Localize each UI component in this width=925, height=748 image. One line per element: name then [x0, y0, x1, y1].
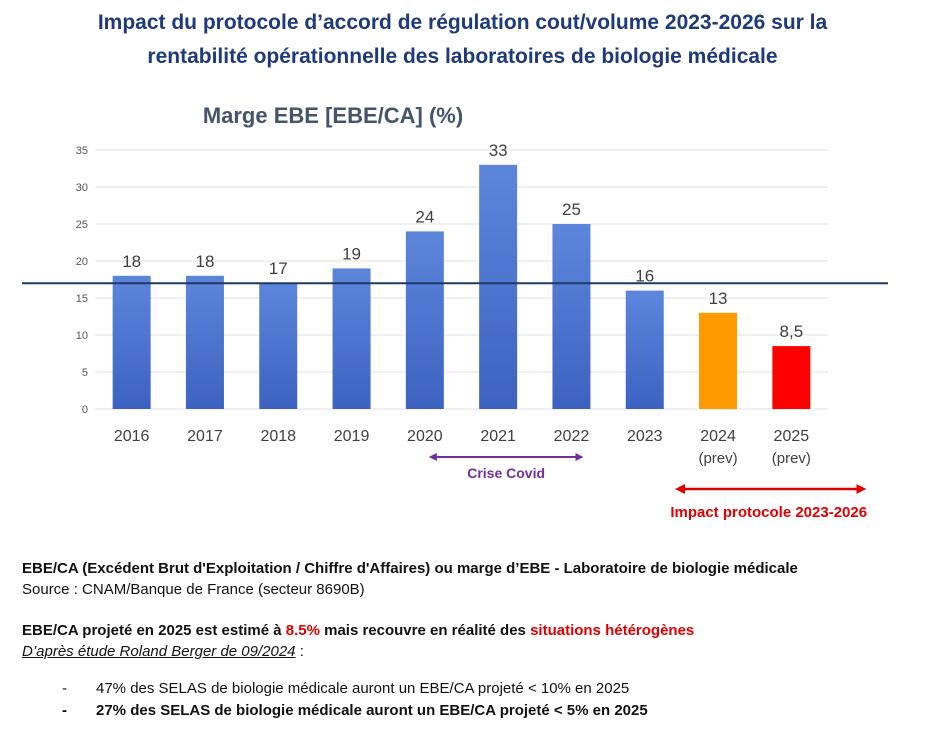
x-tick-label: 2017 — [187, 428, 223, 445]
data-label: 8,5 — [780, 322, 804, 341]
y-tick-label: 10 — [76, 330, 88, 342]
y-tick-label: 25 — [76, 219, 88, 231]
bar-2025 — [772, 346, 811, 409]
y-tick-label: 35 — [76, 145, 88, 157]
title-line-2: rentabilité opérationnelle des laboratoi… — [147, 45, 778, 68]
y-tick-label: 15 — [76, 293, 88, 305]
x-tick-label: 2025 — [774, 428, 810, 445]
bar-2019 — [332, 268, 371, 409]
bullet-text: 47% des SELAS de biologie médicale auron… — [96, 680, 630, 697]
bar-2024 — [699, 312, 738, 409]
bar-2021 — [479, 164, 518, 409]
definition-text: EBE/CA (Excédent Brut d'Exploitation / C… — [22, 560, 798, 577]
data-label: 17 — [269, 259, 288, 278]
projection-part-a: EBE/CA projeté en 2025 est estimé à — [22, 622, 286, 639]
bullet-list: - 47% des SELAS de biologie médicale auro… — [22, 678, 912, 722]
title-line-1: Impact du protocole d’accord de régulati… — [97, 11, 828, 34]
list-item: - 27% des SELAS de biologie médicale auro… — [22, 700, 912, 722]
bar-2022 — [552, 224, 591, 409]
bullet-dash: - — [62, 702, 67, 719]
y-tick-label: 5 — [82, 367, 88, 379]
study-suffix: : — [295, 643, 304, 660]
data-label: 33 — [489, 141, 508, 160]
x-tick-label: 2019 — [334, 428, 370, 445]
source-text: Source : CNAM/Banque de France (secteur … — [22, 581, 365, 598]
study-line: D’après étude Roland Berger de 09/2024 : — [22, 641, 912, 662]
annotation-label: Impact protocole 2023-2026 — [670, 504, 867, 521]
x-tick-sublabel: (prev) — [698, 450, 737, 467]
x-tick-sublabel: (prev) — [772, 450, 811, 467]
bullet-text: 27% des SELAS de biologie médicale auron… — [96, 702, 648, 719]
list-item: - 47% des SELAS de biologie médicale auro… — [22, 678, 912, 700]
x-tick-label: 2022 — [554, 428, 590, 445]
annotation-label: Crise Covid — [467, 465, 545, 481]
y-tick-label: 20 — [76, 256, 88, 268]
x-tick-label: 2016 — [114, 428, 150, 445]
bar-2020 — [405, 231, 444, 409]
projection-part-c: mais recouvre en réalité des — [319, 622, 531, 639]
bar-2016 — [112, 275, 151, 409]
study-reference: D’après étude Roland Berger de 09/2024 — [22, 643, 296, 660]
data-label: 24 — [415, 207, 434, 226]
bar-chart: Marge EBE [EBE/CA] (%)051015202530351820… — [22, 103, 888, 521]
projection-text: EBE/CA projeté en 2025 est estimé à 8.5%… — [22, 620, 912, 641]
y-tick-label: 0 — [82, 404, 88, 416]
bar-2023 — [625, 290, 664, 409]
page-title: Impact du protocole d’accord de régulati… — [0, 6, 925, 74]
projection-highlight: situations hétérogènes — [530, 622, 695, 639]
bar-2017 — [185, 275, 224, 409]
data-label: 25 — [562, 200, 581, 219]
bar-2018 — [259, 283, 298, 409]
x-tick-label: 2020 — [407, 428, 443, 445]
x-tick-label: 2023 — [627, 428, 663, 445]
x-tick-label: 2024 — [700, 428, 736, 445]
chart-title: Marge EBE [EBE/CA] (%) — [203, 103, 463, 128]
data-label: 16 — [635, 267, 654, 286]
projection-value: 8.5% — [285, 622, 320, 639]
data-label: 18 — [195, 252, 214, 271]
x-tick-label: 2021 — [480, 428, 516, 445]
bullet-dash: - — [62, 680, 67, 697]
notes-section: EBE/CA (Excédent Brut d'Exploitation / C… — [22, 558, 912, 722]
data-label: 13 — [709, 289, 728, 308]
y-tick-label: 30 — [76, 182, 88, 194]
data-label: 19 — [342, 244, 361, 263]
data-label: 18 — [122, 252, 141, 271]
x-tick-label: 2018 — [260, 428, 296, 445]
